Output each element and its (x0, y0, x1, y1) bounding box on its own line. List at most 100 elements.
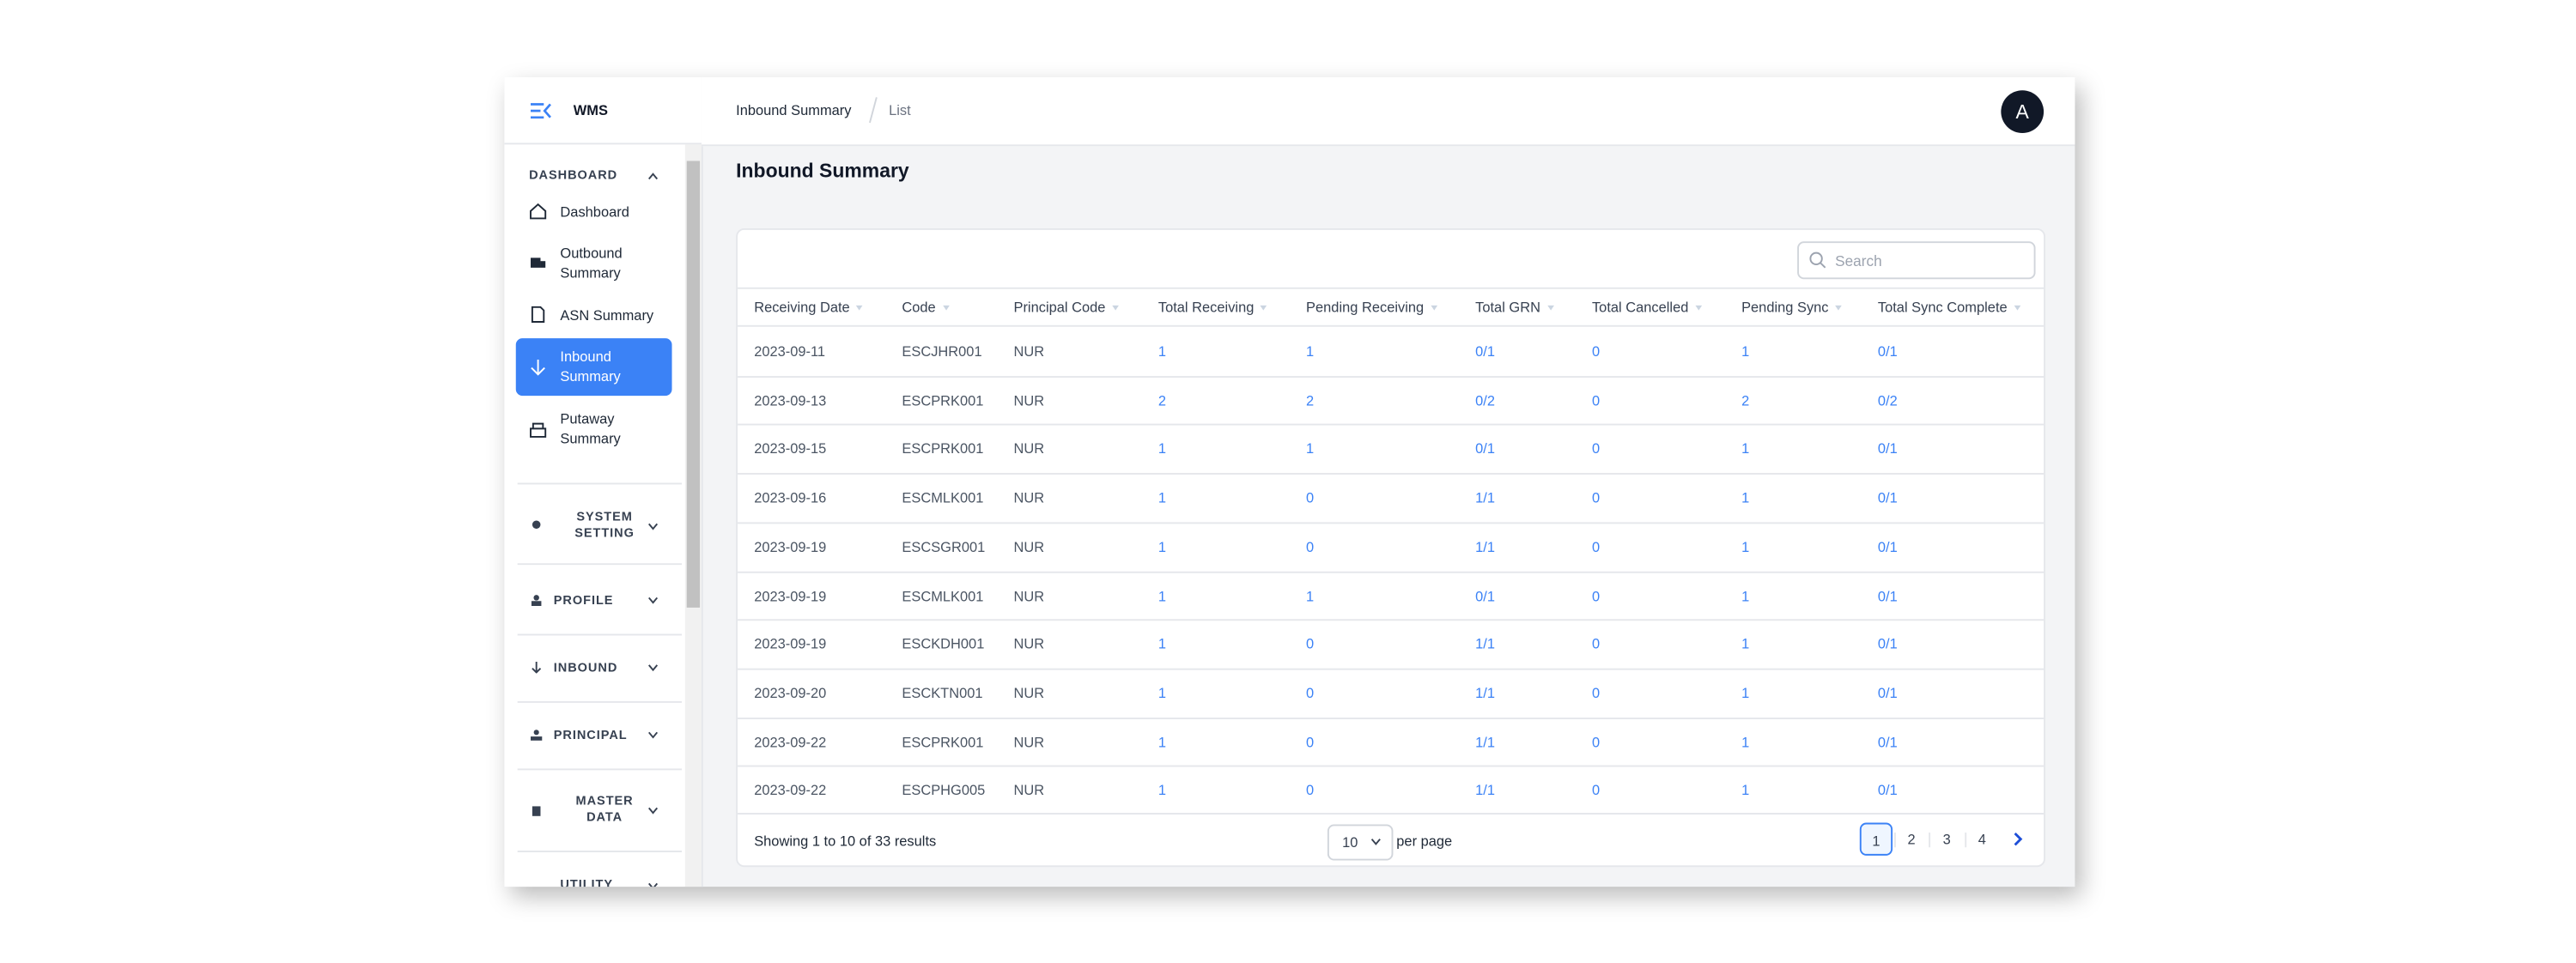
group[interactable]: UTILITY (560, 876, 614, 887)
column-header[interactable]: Principal Code (1013, 299, 1118, 315)
cell-link[interactable]: 1/1 (1475, 733, 1495, 750)
cell-link[interactable]: 0 (1306, 538, 1315, 555)
cell-link[interactable]: 0/1 (1877, 782, 1898, 799)
cell-link[interactable]: 0/1 (1877, 586, 1898, 604)
chevron[interactable] (647, 729, 659, 740)
cell-link[interactable]: 0/1 (1877, 342, 1898, 360)
column-header[interactable]: Pending Sync (1741, 299, 1842, 315)
column-header[interactable]: Pending Receiving (1306, 299, 1437, 315)
cell-link[interactable]: 2 (1741, 391, 1750, 409)
column-header[interactable]: Total GRN (1475, 299, 1553, 315)
cell-link[interactable]: 0/1 (1877, 538, 1898, 555)
cell-link[interactable]: 0/1 (1475, 586, 1495, 604)
cell-link[interactable]: 0 (1591, 782, 1601, 799)
cell-link[interactable]: 1 (1157, 586, 1167, 604)
cell-link[interactable]: 0 (1591, 391, 1601, 409)
cell-link[interactable]: 0 (1591, 342, 1601, 360)
group[interactable]: INBOUND (553, 660, 618, 675)
cell-link[interactable]: 1 (1741, 440, 1750, 457)
cell-link[interactable]: 1 (1157, 733, 1167, 750)
cell-link[interactable]: 0/1 (1877, 684, 1898, 701)
cell-link[interactable]: 1 (1741, 342, 1750, 360)
avatar[interactable]: A (2001, 90, 2044, 133)
cell-link[interactable]: 1 (1741, 586, 1750, 604)
group[interactable]: SYSTEM SETTING (574, 509, 635, 541)
column-header[interactable]: Total Sync Complete (1878, 299, 2020, 315)
group[interactable]: PRINCIPAL (553, 727, 628, 742)
cell-link[interactable]: 1 (1157, 538, 1167, 555)
cell-link[interactable]: 0/2 (1877, 391, 1898, 409)
active-item[interactable] (515, 338, 672, 397)
page-button[interactable]: 1 (1859, 822, 1893, 856)
chevron[interactable] (647, 521, 659, 532)
column-header[interactable]: Code (902, 299, 949, 315)
cell-link[interactable]: 0/1 (1877, 440, 1898, 457)
cell-link[interactable]: 1 (1157, 684, 1167, 701)
cell-link[interactable]: 1 (1741, 635, 1750, 652)
cell-link[interactable]: 0 (1306, 489, 1315, 506)
chevron[interactable] (647, 881, 659, 887)
cell-link[interactable]: 0 (1591, 489, 1601, 506)
cell-link[interactable]: 1/1 (1475, 684, 1495, 701)
cell-link[interactable]: 0 (1306, 733, 1315, 750)
group[interactable]: PROFILE (553, 592, 614, 608)
cell-link[interactable]: 0/1 (1877, 489, 1898, 506)
cell-link[interactable]: 1 (1157, 342, 1167, 360)
column-header[interactable]: Receiving Date (754, 299, 863, 315)
cell-link[interactable]: 1 (1741, 782, 1750, 799)
cell-link[interactable]: 0 (1591, 538, 1601, 555)
chevron[interactable] (647, 171, 659, 182)
cell-link[interactable]: 1 (1157, 440, 1167, 457)
nav-item[interactable]: Dashboard (560, 203, 629, 221)
cell-link[interactable]: 1 (1157, 489, 1167, 506)
chevron[interactable] (647, 595, 659, 606)
cell-link[interactable]: 1 (1306, 342, 1315, 360)
cell-link[interactable]: 0/1 (1877, 733, 1898, 750)
page-button[interactable]: 4 (1978, 831, 1986, 848)
cell-link[interactable]: 1 (1741, 733, 1750, 750)
cell-link[interactable]: 1 (1306, 586, 1315, 604)
scrollbar[interactable] (684, 144, 702, 887)
cell-link[interactable]: 0/1 (1877, 635, 1898, 652)
cell-link[interactable]: 1/1 (1475, 489, 1495, 506)
nav-item[interactable]: Putaway Summary (560, 410, 621, 447)
cell-link[interactable]: 1 (1741, 538, 1750, 555)
cell-link[interactable]: 0 (1306, 782, 1315, 799)
chevron[interactable] (647, 805, 659, 816)
breadcrumb[interactable]: Inbound Summary (736, 101, 852, 118)
cell-link[interactable]: 0/1 (1475, 440, 1495, 457)
cell-link[interactable]: 1/1 (1475, 538, 1495, 555)
column-header[interactable]: Total Receiving (1158, 299, 1267, 315)
next-page[interactable] (2001, 823, 2033, 856)
page-size-select[interactable]: 10 (1327, 824, 1394, 861)
search-box[interactable]: Search (1797, 241, 2036, 280)
chevron[interactable] (647, 662, 659, 673)
cell-link[interactable]: 0 (1591, 684, 1601, 701)
page-button[interactable]: 3 (1942, 831, 1951, 848)
cell-link[interactable]: 0 (1591, 586, 1601, 604)
cell-link[interactable]: 1 (1741, 489, 1750, 506)
cell-link[interactable]: 0 (1591, 635, 1601, 652)
cell-link[interactable]: 1 (1157, 782, 1167, 799)
nav-item[interactable]: Inbound Summary (560, 348, 621, 385)
cell-link[interactable]: 0 (1591, 733, 1601, 750)
cell-link[interactable]: 0 (1591, 440, 1601, 457)
cell-link[interactable]: 0 (1306, 635, 1315, 652)
cell-link[interactable]: 0 (1306, 684, 1315, 701)
scroll-thumb[interactable] (686, 160, 701, 608)
cell-link[interactable]: 1 (1741, 684, 1750, 701)
cell-link[interactable]: 1/1 (1475, 635, 1495, 652)
cell-link[interactable]: 1 (1157, 635, 1167, 652)
cell-link[interactable]: 2 (1157, 391, 1167, 409)
menu-icon[interactable] (529, 102, 552, 120)
page-button[interactable]: 2 (1907, 831, 1916, 848)
cell-link[interactable]: 0/2 (1475, 391, 1495, 409)
cell-link[interactable]: 1/1 (1475, 782, 1495, 799)
nav-item[interactable]: Outbound Summary (560, 245, 623, 282)
column-header[interactable]: Total Cancelled (1592, 299, 1702, 315)
cell-link[interactable]: 0/1 (1475, 342, 1495, 360)
cell-link[interactable]: 1 (1306, 440, 1315, 457)
cell-link[interactable]: 2 (1306, 391, 1315, 409)
group[interactable]: MASTER DATA (575, 793, 634, 825)
nav-item[interactable]: ASN Summary (560, 306, 654, 324)
